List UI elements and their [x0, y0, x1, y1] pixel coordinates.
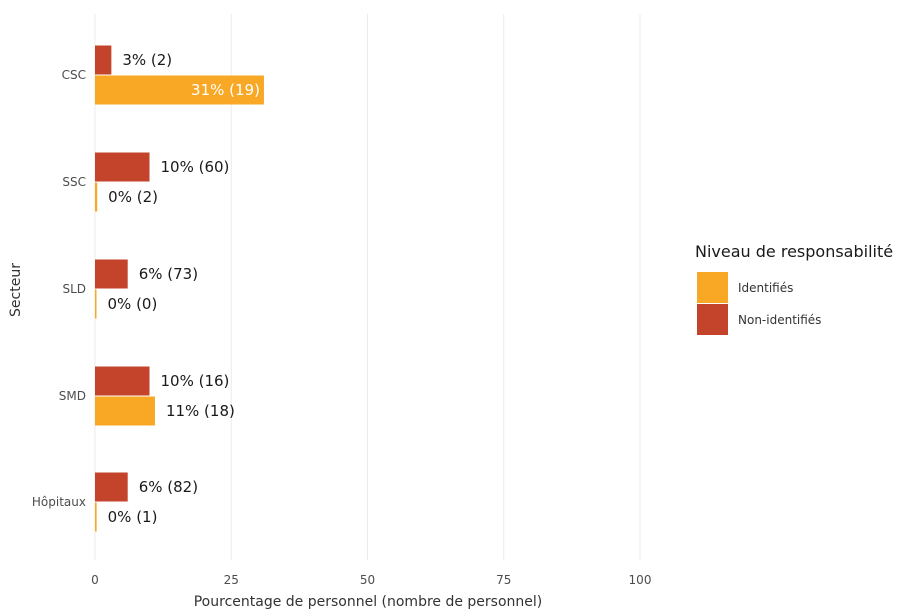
x-tick-label: 50 [360, 573, 375, 587]
data-label: 31% (19) [191, 81, 260, 99]
y-tick-label: Hôpitaux [32, 495, 86, 509]
y-tick-label: CSC [62, 68, 86, 82]
legend-title: Niveau de responsabilité [695, 242, 893, 261]
data-label: 3% (2) [122, 51, 172, 69]
x-axis-ticks: 0 25 50 75 100 [91, 573, 651, 587]
bar [95, 182, 98, 212]
y-tick-label: SMD [59, 389, 86, 403]
data-label: 0% (1) [108, 508, 158, 526]
bar [95, 289, 97, 319]
y-tick-label: SSC [62, 175, 86, 189]
bar [95, 396, 155, 426]
data-label: 6% (82) [139, 478, 198, 496]
bar [95, 502, 97, 532]
bars [95, 45, 264, 532]
y-tick-label: SLD [62, 282, 86, 296]
data-labels: 3% (2) 10% (60) 6% (73) 10% (16) 6% (82) 31% … [108, 51, 260, 526]
legend-swatch [697, 272, 728, 303]
bar [95, 75, 264, 105]
x-axis-title: Pourcentage de personnel (nombre de pers… [194, 594, 543, 610]
y-axis-title: Secteur [8, 263, 24, 317]
data-label: 6% (73) [139, 265, 198, 283]
data-label: 10% (16) [161, 372, 230, 390]
data-label: 0% (0) [108, 295, 158, 313]
y-axis-ticks: CSC SSC SLD SMD Hôpitaux [32, 68, 86, 509]
grid-lines [94, 14, 641, 560]
x-tick-label: 75 [496, 573, 511, 587]
bar [95, 259, 128, 289]
bar [95, 366, 150, 396]
legend: Niveau de responsabilité Identifiés Non-i… [695, 242, 893, 335]
legend-label: Identifiés [738, 281, 793, 295]
x-tick-label: 0 [91, 573, 99, 587]
bar [95, 152, 150, 182]
x-tick-label: 25 [224, 573, 239, 587]
legend-label: Non-identifiés [738, 313, 821, 327]
data-label: 11% (18) [166, 402, 235, 420]
legend-swatch [697, 304, 728, 335]
bar [95, 45, 112, 75]
data-label: 0% (2) [108, 188, 158, 206]
data-label: 10% (60) [161, 158, 230, 176]
bar [95, 472, 128, 502]
x-tick-label: 100 [629, 573, 652, 587]
